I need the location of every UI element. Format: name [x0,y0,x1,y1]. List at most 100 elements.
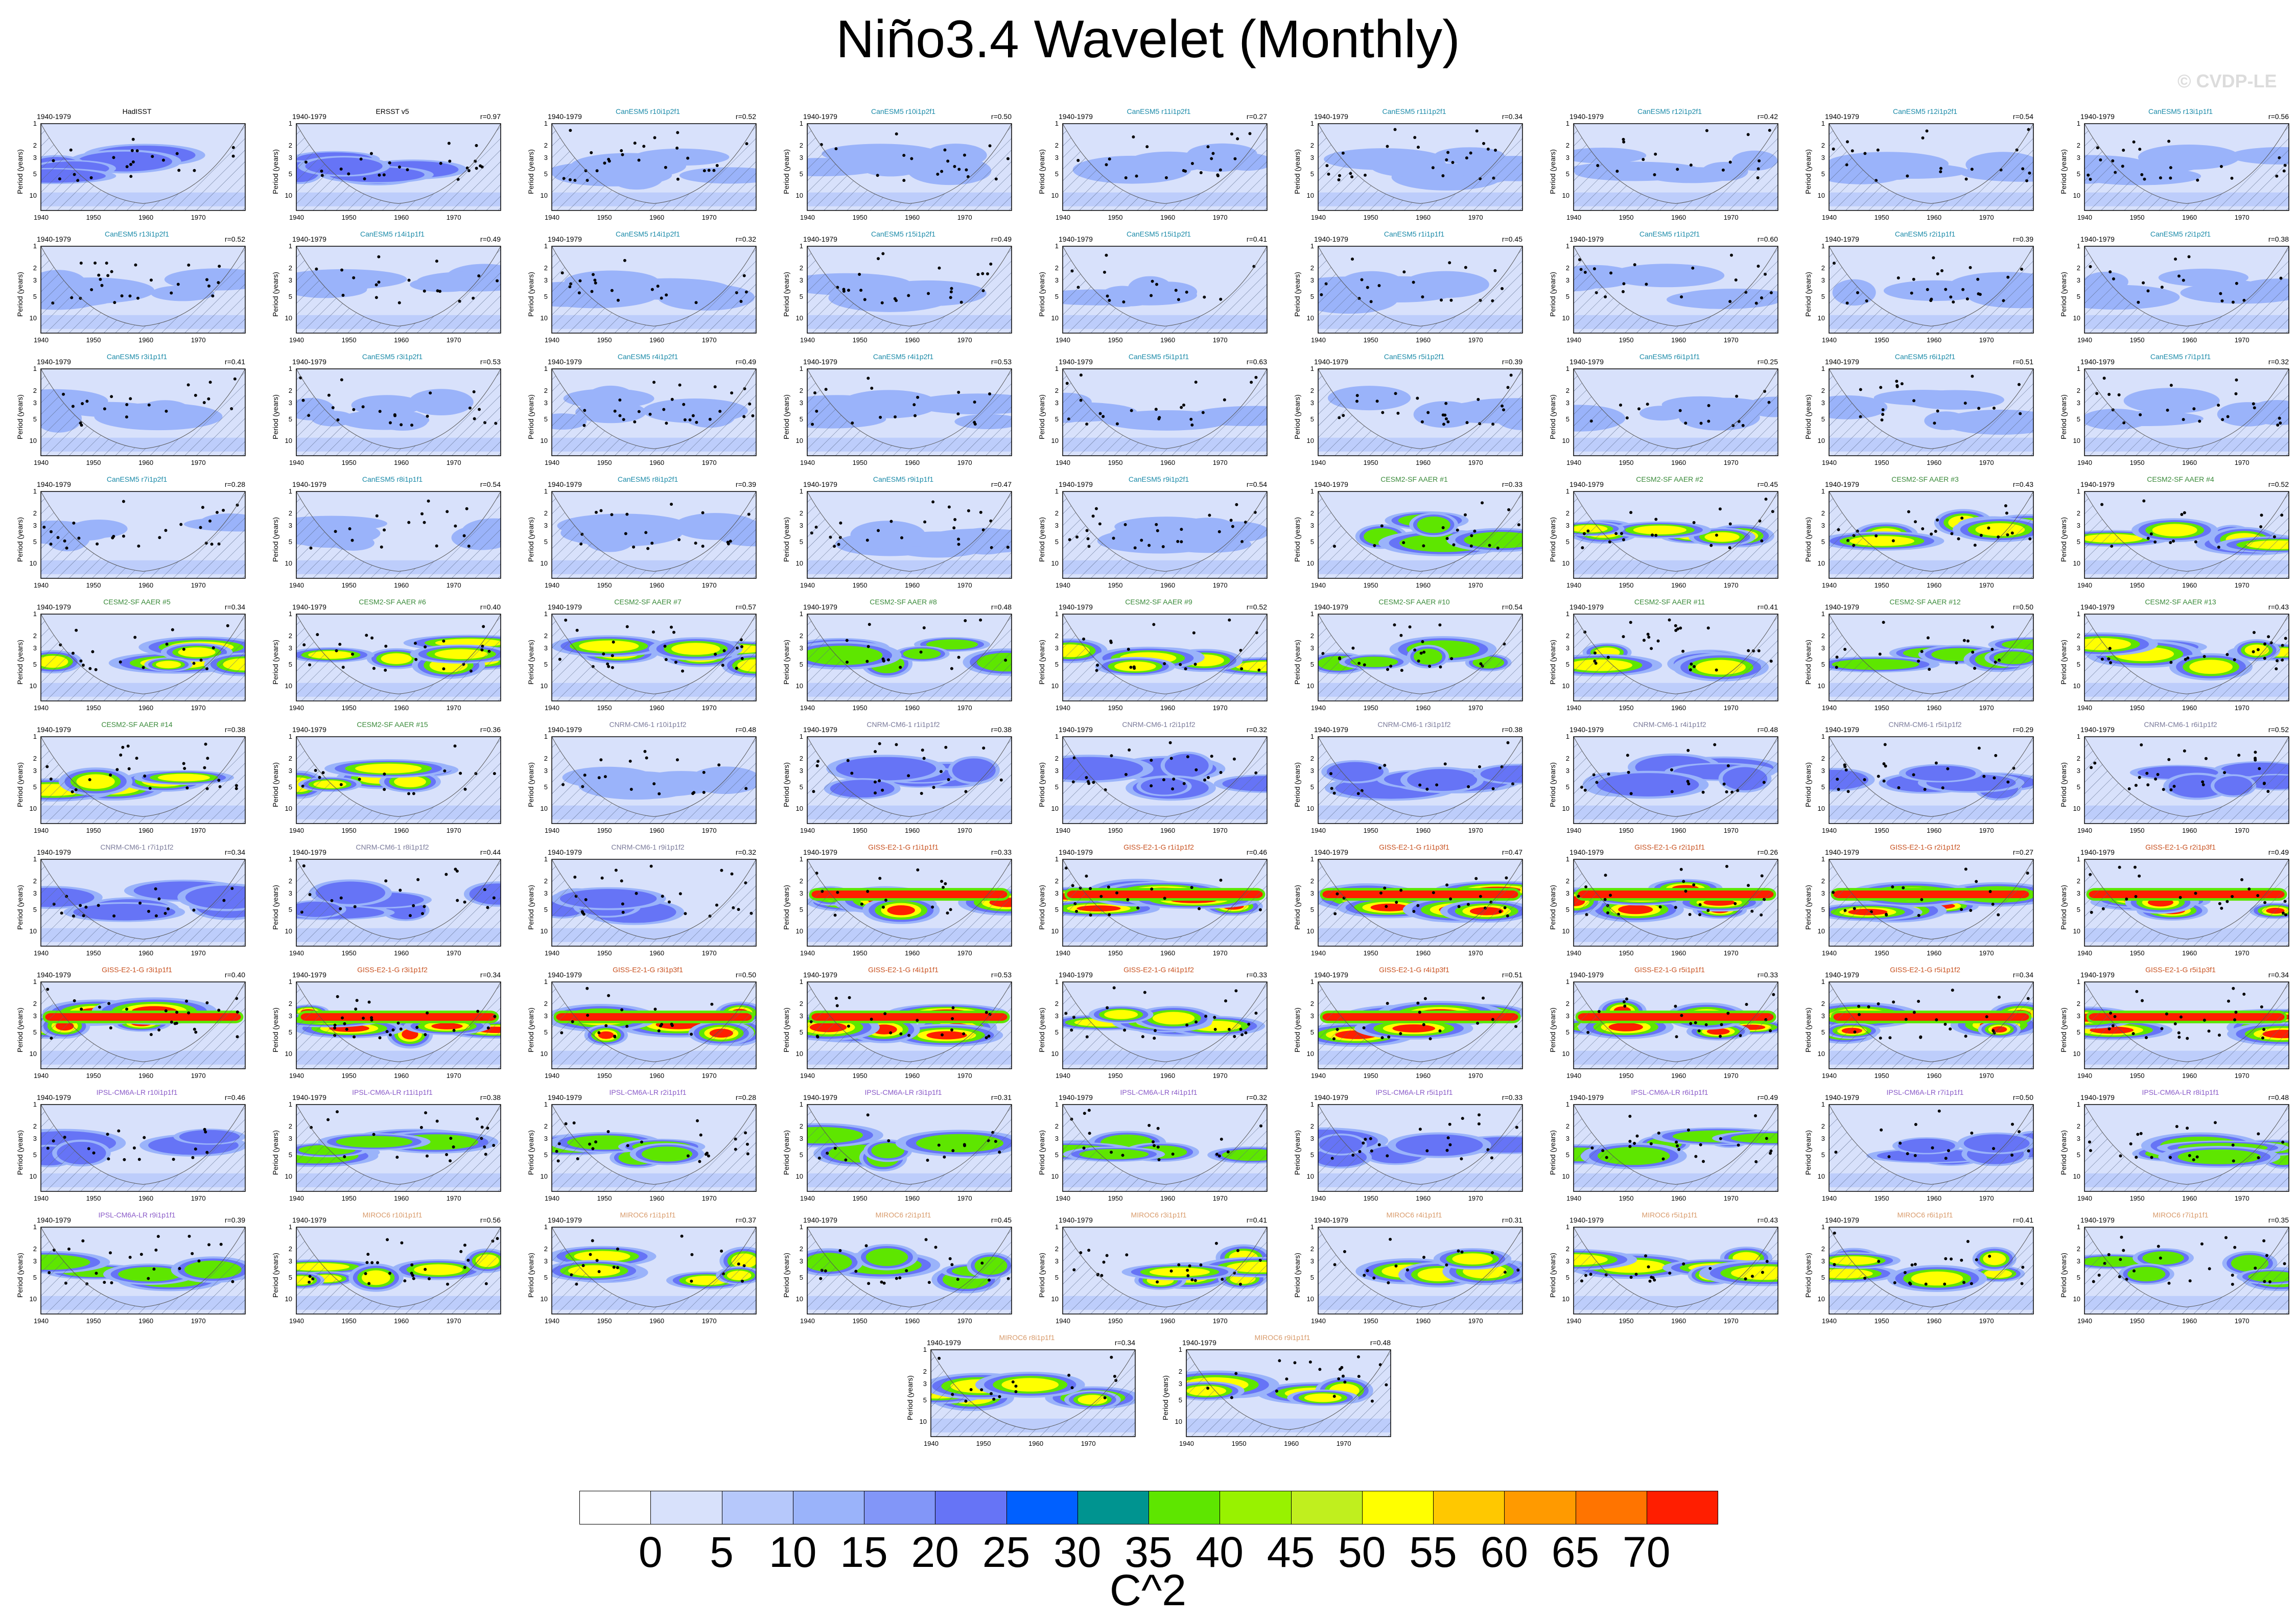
y-tick-label: 1 [1821,610,1825,618]
significance-dot [1947,1149,1950,1153]
x-tick-label: 1950 [86,336,101,344]
plot-frame [1318,368,1523,456]
wavelet-panel: 1940-1979 GISS-E2-1-G r1i1p3f1 r=0.47 Perio… [1286,843,1542,972]
significance-dot [1467,785,1470,788]
wavelet-panel: 1940-1979 CanESM5 r8i1p2f1 r=0.39 Period (y… [520,475,776,604]
wavelet-panel: 1940-1979 GISS-E2-1-G r2i1p1f1 r=0.26 Perio… [1542,843,1797,972]
y-tick-label: 3 [799,889,803,898]
wavelet-plot [807,246,1012,334]
panel-correlation: r=0.39 [2012,235,2033,243]
x-tick-label: 1970 [957,214,972,221]
significance-dot [2218,902,2221,905]
y-tick-label: 5 [2076,537,2080,546]
y-tick-label: 3 [33,1012,37,1020]
x-tick-label: 1970 [1468,1072,1483,1080]
y-tick-label: 3 [1565,276,1569,285]
y-tick-label: 5 [799,537,803,546]
power-ribbon [809,1011,1010,1024]
wavelet-panel: 1940-1979 CESM2-SF AAER #1 r=0.33 Period (y… [1286,475,1542,604]
significance-dot [581,1264,585,1268]
significance-dot [185,786,189,790]
significance-dot [2135,990,2139,993]
significance-dot [1933,421,1936,425]
significance-dot [1194,381,1198,384]
significance-dot [941,1033,944,1037]
x-tick-label: 1940 [1056,704,1070,712]
wavelet-panel: 1940-1979 CanESM5 r1i1p2f1 r=0.60 Period (y… [1542,230,1797,359]
x-tick-label: 1940 [545,1072,559,1080]
panel-title: CESM2-SF AAER #1 [1380,475,1448,483]
significance-dot [423,905,426,908]
significance-dot [1466,903,1470,906]
significance-dot [1451,160,1455,164]
x-tick-label: 1960 [2182,1194,2197,1202]
wavelet-panel: 1940-1979 CanESM5 r14i1p2f1 r=0.32 Period (… [520,230,776,359]
power-contour [636,771,727,794]
significance-dot [2183,749,2186,753]
x-tick-label: 1960 [1416,949,1431,957]
significance-dot [1997,535,2000,538]
significance-dot [378,173,381,177]
significance-dot [435,544,438,548]
panel-period: 1940-1979 [1825,235,1859,243]
y-tick-label: 5 [799,905,803,913]
panel-period: 1940-1979 [1314,480,1348,488]
significance-dot [2201,780,2205,784]
y-tick-label: 5 [33,537,37,546]
significance-dot [2186,1037,2189,1040]
significance-dot [1362,1141,1365,1145]
significance-dot [2182,278,2185,282]
significance-dot [1469,544,1473,548]
x-tick-label: 1970 [957,1317,972,1325]
x-tick-label: 1940 [1311,827,1326,834]
panel-title: CanESM5 r13i1p2f1 [104,230,170,238]
significance-dot [410,424,414,427]
significance-dot [2140,999,2144,1002]
significance-dot [583,773,587,777]
significance-dot [1698,903,1702,906]
significance-dot [937,1143,941,1147]
wavelet-plot [1062,123,1268,211]
significance-dot [956,1278,959,1281]
significance-dot [103,407,106,411]
y-tick-label: 3 [1821,522,1825,530]
y-tick-label: 1 [33,1223,37,1231]
significance-dot [2242,993,2246,996]
plot-frame [807,368,1012,456]
wavelet-panel: 1940-1979 CESM2-SF AAER #15 r=0.36 Period (… [265,720,520,849]
wavelet-panel: 1940-1979 CanESM5 r2i1p2f1 r=0.38 Period (y… [2053,230,2296,359]
watermark: © CVDP-LE [2177,71,2277,91]
x-tick-label: 1940 [1566,704,1581,712]
significance-dot [436,289,439,293]
significance-dot [369,152,373,155]
significance-dot [1358,1149,1362,1153]
panel-correlation: r=0.38 [2268,235,2289,243]
significance-dot [95,1272,98,1275]
significance-dot [1421,640,1424,643]
significance-dot [1351,257,1354,261]
x-tick-label: 1970 [1212,827,1228,834]
wavelet-panel: 1940-1979 GISS-E2-1-G r5i1p1f1 r=0.33 Perio… [1542,966,1797,1094]
significance-dot [1677,1148,1681,1152]
significance-dot [1156,1280,1159,1284]
significance-dot [2253,406,2256,410]
significance-dot [1754,1114,1758,1118]
significance-dot [932,786,935,789]
panel-period: 1940-1979 [292,235,326,243]
significance-dot [2165,1012,2168,1016]
y-tick-label: 2 [1055,509,1059,517]
significance-dot [125,165,129,169]
x-tick-label: 1950 [86,581,101,589]
significance-dot [1940,269,1944,272]
power-contour [574,1251,630,1262]
significance-dot [1912,399,1916,403]
y-tick-label: 1 [1055,120,1059,127]
significance-dot [597,1270,601,1273]
significance-dot [1680,295,1683,299]
significance-dot [1859,388,1862,391]
significance-dot [1155,283,1159,286]
significance-dot [388,1272,392,1275]
significance-dot [397,301,401,304]
x-tick-label: 1970 [1468,827,1483,834]
significance-dot [1418,783,1422,787]
